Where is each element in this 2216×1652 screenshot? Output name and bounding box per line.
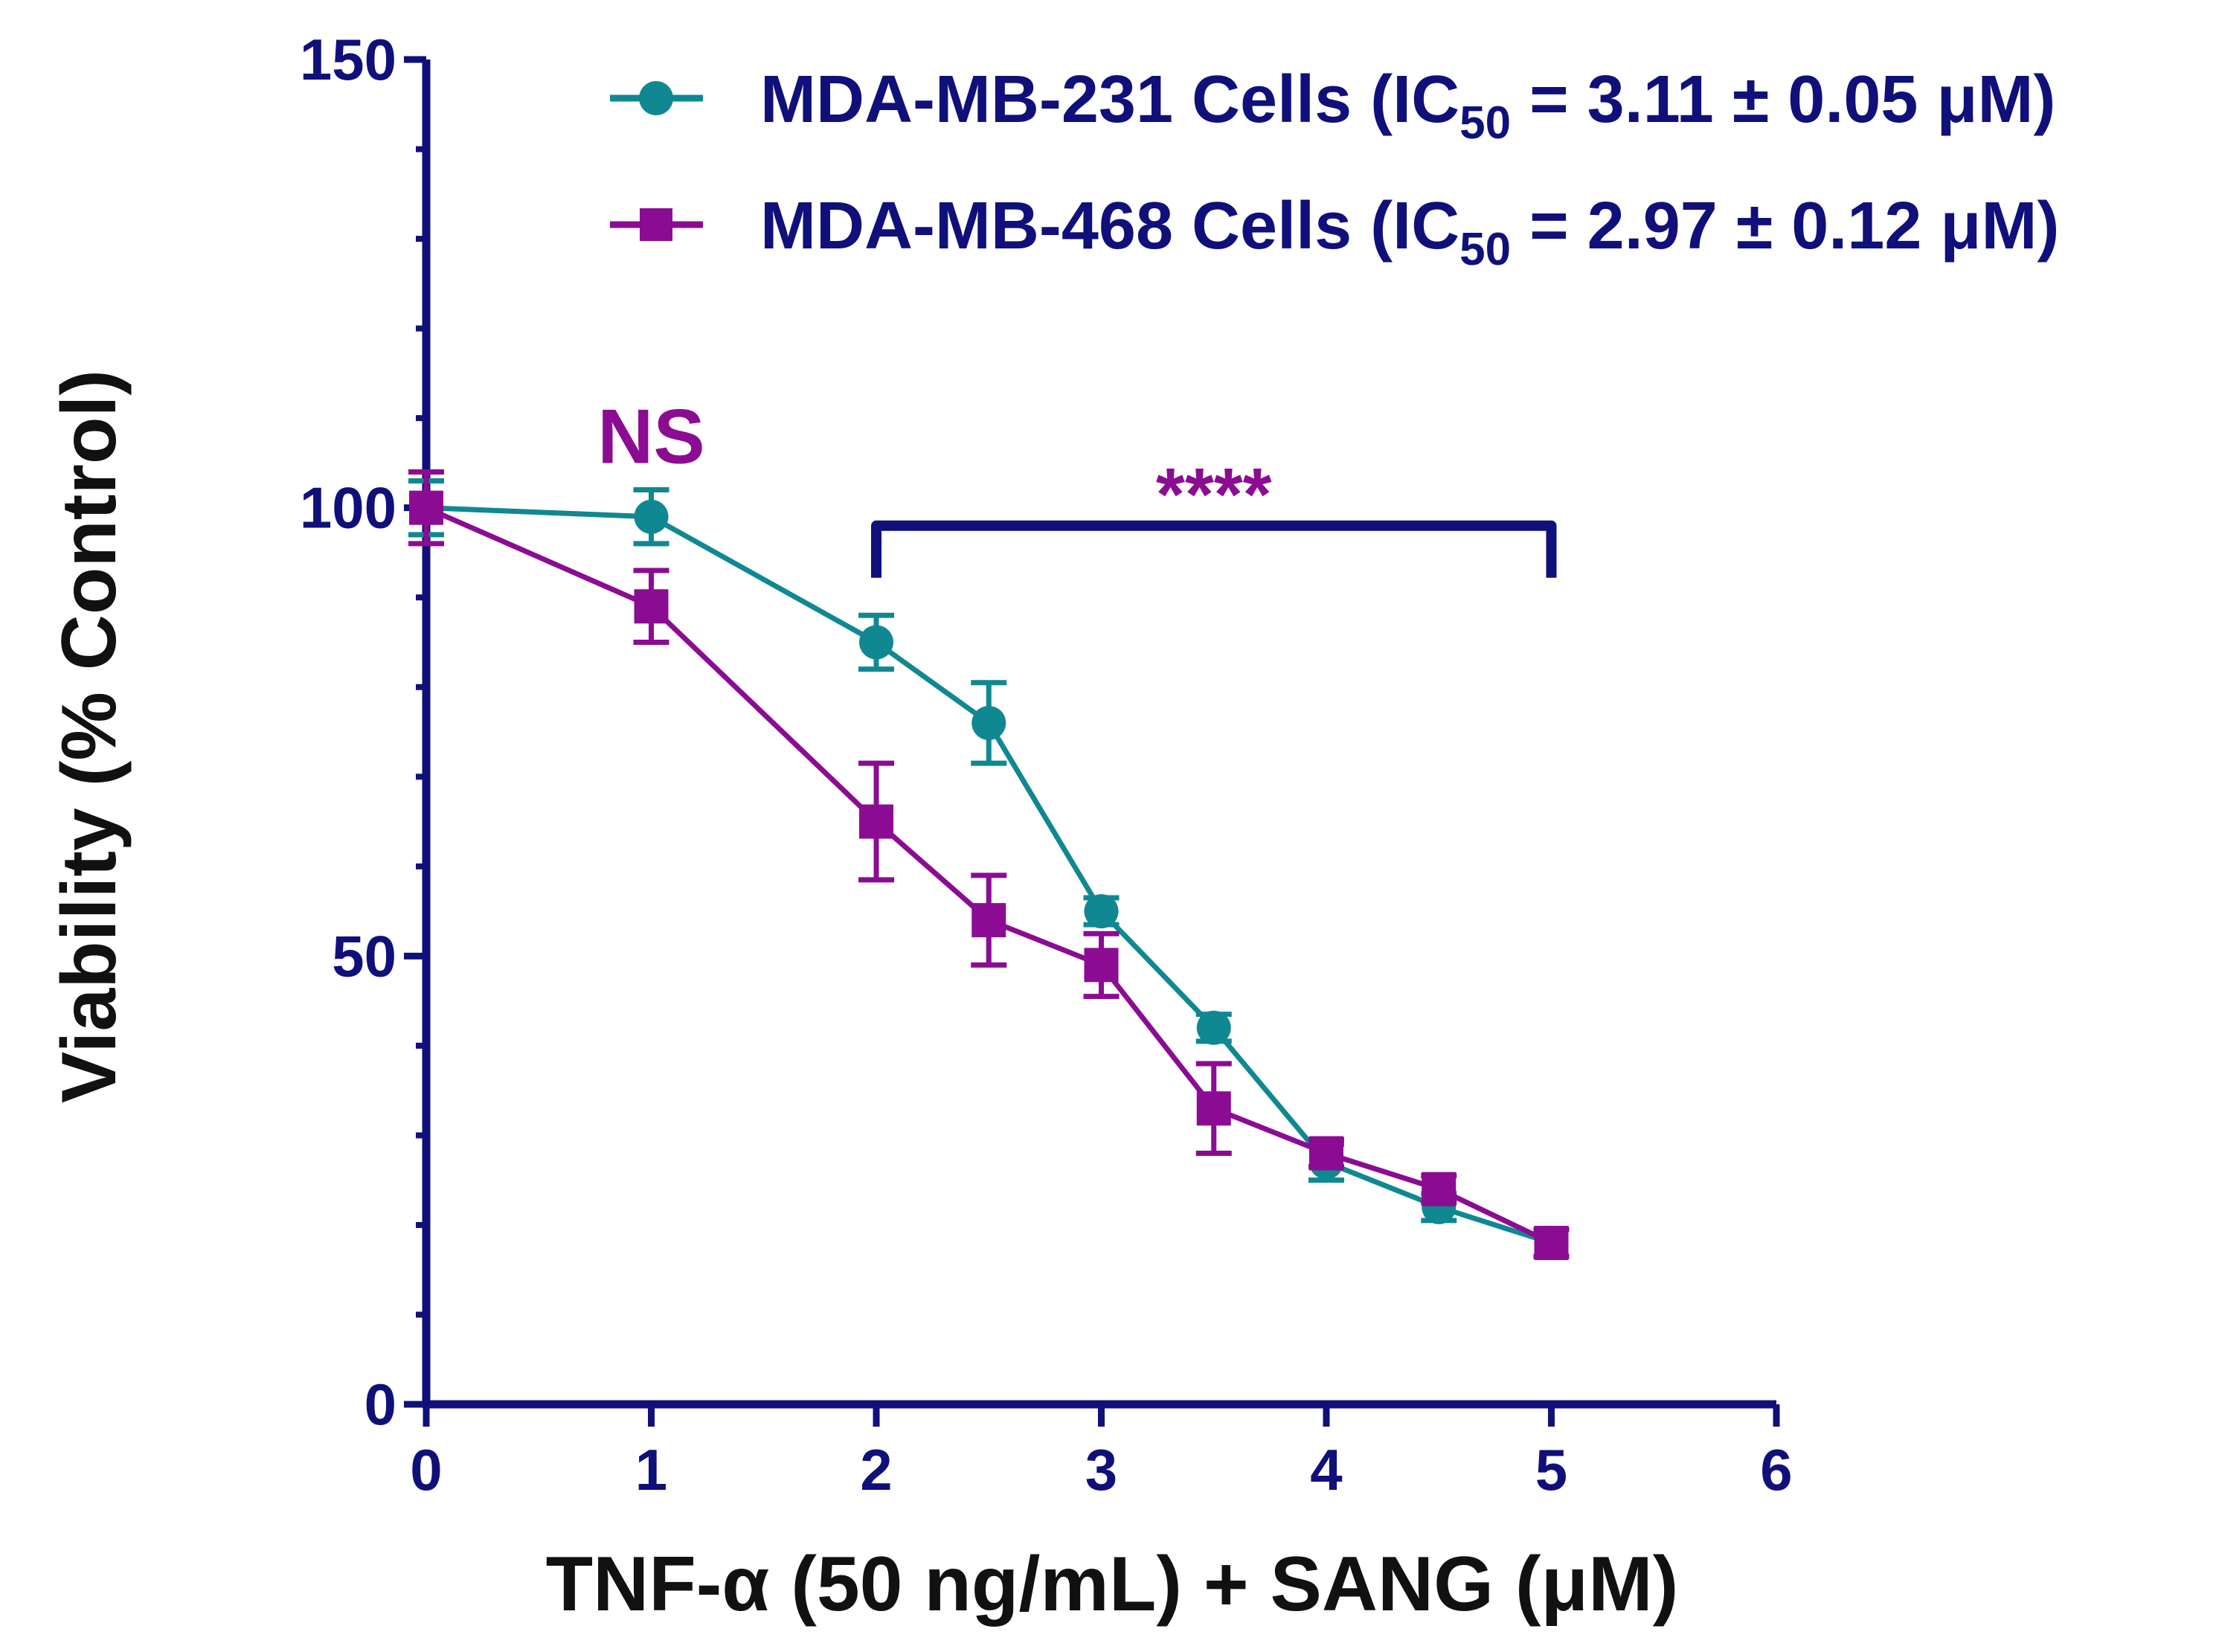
legend-marker-circle-icon (639, 81, 673, 115)
significance-stars-label: **** (1156, 453, 1272, 536)
y-tick-label: 50 (332, 923, 396, 989)
legend-label-prefix: MDA-MB-468 Cells (IC (760, 189, 1459, 263)
x-tick-label: 2 (860, 1437, 892, 1502)
series-mda-mb-468 (408, 469, 1570, 1261)
data-point-circle (1084, 894, 1119, 929)
legend-item-mda-mb-468: MDA-MB-468 Cells (IC50 = 2.97 ± 0.12 μM) (610, 189, 2059, 275)
data-point-square (859, 804, 893, 839)
legend-item-mda-mb-231: MDA-MB-231 Cells (IC50 = 3.11 ± 0.05 μM) (610, 62, 2055, 149)
legend-marker-square-icon (640, 208, 672, 241)
data-point-circle (971, 705, 1006, 740)
data-point-circle (634, 499, 669, 534)
data-point-circle (859, 625, 893, 660)
x-tick-label: 5 (1535, 1437, 1567, 1502)
legend-label-mda-mb-468: MDA-MB-468 Cells (IC50 = 2.97 ± 0.12 μM) (760, 189, 2059, 275)
data-point-square (1422, 1171, 1457, 1206)
data-point-square (634, 589, 669, 624)
data-point-square (409, 490, 443, 525)
axes: 0 50 100 150 0 1 2 3 4 5 6 (300, 27, 1793, 1502)
data-point-square (1196, 1091, 1231, 1126)
series-layer (408, 469, 1570, 1261)
legend-label-suffix: = 3.11 ± 0.05 μM) (1511, 62, 2055, 137)
annotations: NS **** (597, 394, 1557, 578)
data-point-circle (1196, 1010, 1231, 1045)
x-tick-label: 4 (1310, 1437, 1342, 1502)
legend-label-subscript: 50 (1459, 224, 1511, 275)
data-point-square (1309, 1136, 1343, 1171)
legend-label-subscript: 50 (1459, 97, 1511, 149)
x-tick-label: 0 (410, 1437, 442, 1502)
y-tick-label: 150 (300, 27, 396, 92)
y-tick-label: 100 (300, 475, 396, 541)
x-tick-label: 3 (1085, 1437, 1117, 1502)
legend-label-prefix: MDA-MB-231 Cells (IC (760, 62, 1459, 137)
data-point-square (1534, 1226, 1569, 1261)
legend-label-suffix: = 2.97 ± 0.12 μM) (1511, 189, 2059, 263)
x-axis-title: TNF-α (50 ng/mL) + SANG (μM) (546, 1541, 1679, 1627)
legend-label-mda-mb-231: MDA-MB-231 Cells (IC50 = 3.11 ± 0.05 μM) (760, 62, 2055, 149)
y-tick-label: 0 (364, 1372, 396, 1437)
data-point-square (971, 903, 1006, 938)
legend: MDA-MB-231 Cells (IC50 = 3.11 ± 0.05 μM)… (610, 62, 2059, 275)
y-axis-title: Viability (% Control) (46, 370, 132, 1103)
significance-bracket (871, 520, 1557, 578)
x-tick-label: 1 (635, 1437, 667, 1502)
not-significant-label: NS (597, 394, 704, 481)
x-tick-label: 6 (1760, 1437, 1792, 1502)
series-mda-mb-231 (408, 478, 1570, 1261)
data-point-square (1084, 948, 1119, 983)
